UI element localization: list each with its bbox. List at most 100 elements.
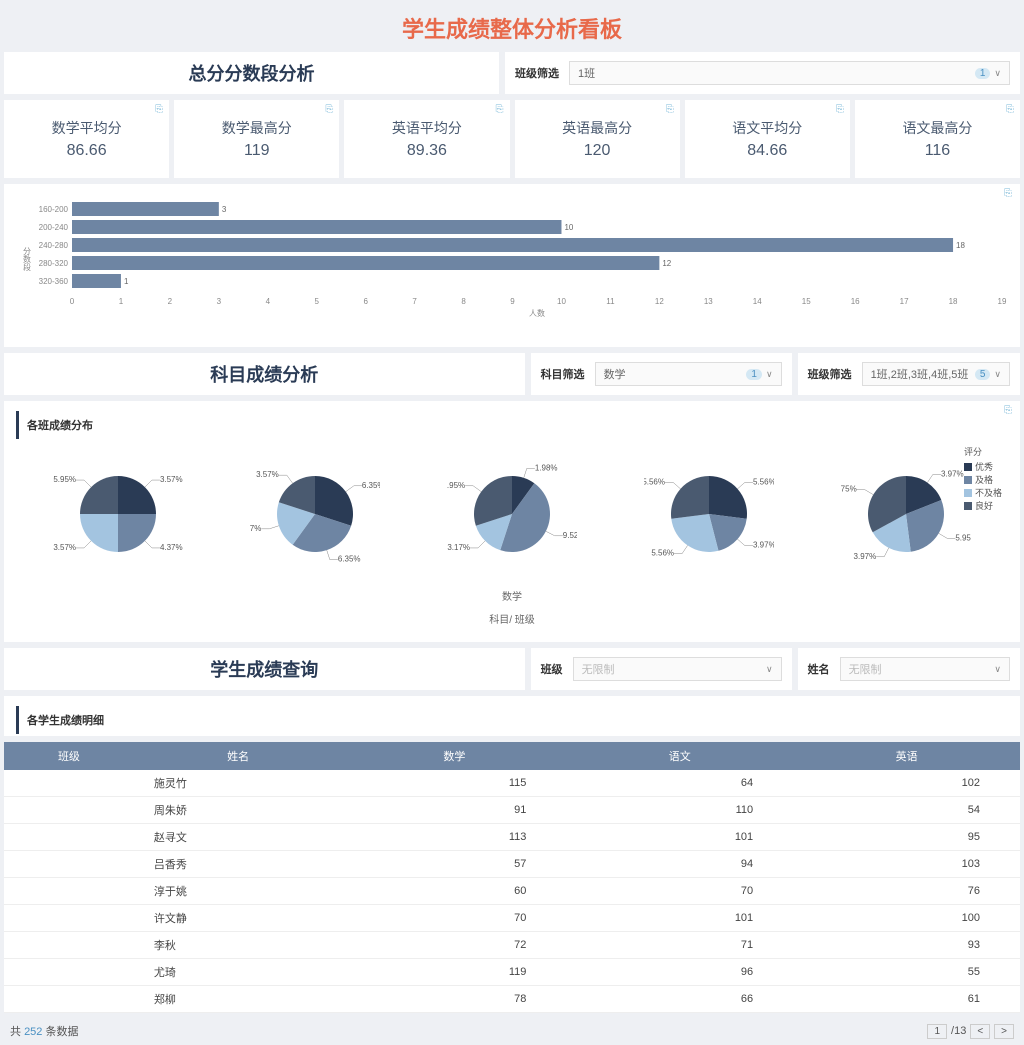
table-row[interactable]: 吕香秀5794103 [4, 851, 1020, 878]
svg-text:6.75%: 6.75% [841, 485, 857, 494]
table-cell [4, 851, 134, 878]
filter-label: 科目筛选 [541, 366, 585, 382]
svg-text:3.97%: 3.97% [854, 552, 877, 561]
svg-text:9: 9 [510, 297, 515, 306]
legend-item: 优秀 [964, 460, 1002, 473]
table-cell [4, 986, 134, 1013]
class-filter-select[interactable]: 1班 1∨ [569, 61, 1010, 85]
prev-page-button[interactable]: < [970, 1024, 990, 1039]
table-cell [4, 770, 134, 797]
class-filter-select-3[interactable]: 无限制 ∨ [573, 657, 782, 681]
class-filter-3: 班级 无限制 ∨ [531, 648, 792, 690]
table-cell: 101 [566, 824, 793, 851]
page-total: /13 [951, 1025, 966, 1037]
pie-chart: 6.35%6.35%4.37%3.57% [219, 449, 410, 582]
table-row[interactable]: 尤琦1199655 [4, 959, 1020, 986]
table-row[interactable]: 许文静70101100 [4, 905, 1020, 932]
svg-text:1: 1 [124, 277, 129, 286]
student-table: 班级姓名数学语文英语 施灵竹11564102周朱娇9111054赵寻文11310… [4, 742, 1020, 1013]
table-cell: 64 [566, 770, 793, 797]
panel-icon: ⎘ [1004, 405, 1012, 416]
table-cell: 55 [793, 959, 1020, 986]
table-cell [4, 932, 134, 959]
stat-card: ⎘ 数学平均分 86.66 [4, 100, 169, 178]
legend-item: 不及格 [964, 486, 1002, 499]
stat-card: ⎘ 语文平均分 84.66 [685, 100, 850, 178]
svg-text:17: 17 [900, 297, 909, 306]
table-cell: 淳于姚 [134, 878, 342, 905]
table-cell [4, 878, 134, 905]
table-row[interactable]: 淳于姚607076 [4, 878, 1020, 905]
legend-item: 及格 [964, 473, 1002, 486]
next-page-button[interactable]: > [994, 1024, 1014, 1039]
pie-chart: 5.56%3.97%5.56%5.56% [614, 449, 805, 582]
class-filter-2: 班级筛选 1班,2班,3班,4班,5班 5∨ [798, 353, 1020, 395]
table-cell [4, 824, 134, 851]
table-header: 英语 [793, 742, 1020, 770]
page-input[interactable]: 1 [927, 1024, 947, 1039]
table-header: 班级 [4, 742, 134, 770]
table-panel: 各学生成绩明细 [4, 696, 1020, 736]
stat-label: 语文平均分 [685, 118, 850, 138]
svg-text:9.52%: 9.52% [563, 531, 577, 540]
svg-text:6.35%: 6.35% [338, 555, 361, 564]
section1-heading: 总分分数段分析 [4, 52, 499, 94]
card-icon: ⎘ [666, 104, 674, 115]
footer-prefix: 共 [10, 1026, 21, 1038]
filter-value: 数学 [604, 366, 626, 382]
class-filter-1: 班级筛选 1班 1∨ [505, 52, 1020, 94]
table-cell: 119 [342, 959, 566, 986]
table-cell: 尤琦 [134, 959, 342, 986]
svg-text:6: 6 [363, 297, 368, 306]
subject-filter: 科目筛选 数学 1∨ [531, 353, 792, 395]
stat-value: 89.36 [344, 142, 509, 160]
table-cell: 101 [566, 905, 793, 932]
stat-card: ⎘ 语文最高分 116 [855, 100, 1020, 178]
pie-chart: 3.57%4.37%3.57%5.95% [22, 449, 213, 582]
svg-text:7: 7 [412, 297, 417, 306]
footer-suffix: 条数据 [45, 1026, 78, 1038]
class-filter-select-2[interactable]: 1班,2班,3班,4班,5班 5∨ [862, 362, 1010, 386]
table-cell: 72 [342, 932, 566, 959]
svg-text:3.97%: 3.97% [753, 541, 774, 550]
filter-value: 1班,2班,3班,4班,5班 [871, 366, 969, 382]
stat-label: 语文最高分 [855, 118, 1020, 138]
legend-item: 良好 [964, 499, 1002, 512]
stat-label: 数学最高分 [174, 118, 339, 138]
table-panel-title: 各学生成绩明细 [16, 706, 1008, 734]
table-cell: 赵寻文 [134, 824, 342, 851]
table-cell: 李秋 [134, 932, 342, 959]
svg-text:320-360: 320-360 [39, 277, 69, 286]
table-row[interactable]: 李秋727193 [4, 932, 1020, 959]
svg-text:0: 0 [70, 297, 75, 306]
filter-label: 班级筛选 [515, 65, 559, 81]
table-cell: 许文静 [134, 905, 342, 932]
name-filter: 姓名 无限制 ∨ [798, 648, 1020, 690]
pie-chart: 1.98%9.52%3.17%5.95% [416, 449, 607, 582]
table-cell: 93 [793, 932, 1020, 959]
table-row[interactable]: 施灵竹11564102 [4, 770, 1020, 797]
table-row[interactable]: 赵寻文11310195 [4, 824, 1020, 851]
stat-label: 英语最高分 [515, 118, 680, 138]
subject-filter-select[interactable]: 数学 1∨ [595, 362, 782, 386]
filter-value: 无限制 [582, 661, 615, 677]
table-cell: 施灵竹 [134, 770, 342, 797]
table-row[interactable]: 郑柳786661 [4, 986, 1020, 1013]
table-cell [4, 797, 134, 824]
table-header: 数学 [342, 742, 566, 770]
table-cell: 78 [342, 986, 566, 1013]
score-range-bar-chart: 160-2003200-24010240-28018280-32012320-3… [16, 194, 1008, 334]
table-row[interactable]: 周朱娇9111054 [4, 797, 1020, 824]
svg-text:3: 3 [222, 205, 227, 214]
table-cell: 95 [793, 824, 1020, 851]
table-cell: 96 [566, 959, 793, 986]
svg-text:分数段: 分数段 [23, 247, 32, 272]
table-cell: 郑柳 [134, 986, 342, 1013]
table-cell: 周朱娇 [134, 797, 342, 824]
svg-text:人数: 人数 [529, 308, 545, 318]
filter-label: 班级 [541, 661, 563, 677]
hbar-panel: ⎘ 160-2003200-24010240-28018280-32012320… [4, 184, 1020, 347]
legend-title: 评分 [964, 445, 1002, 458]
table-cell: 60 [342, 878, 566, 905]
name-filter-select[interactable]: 无限制 ∨ [840, 657, 1010, 681]
